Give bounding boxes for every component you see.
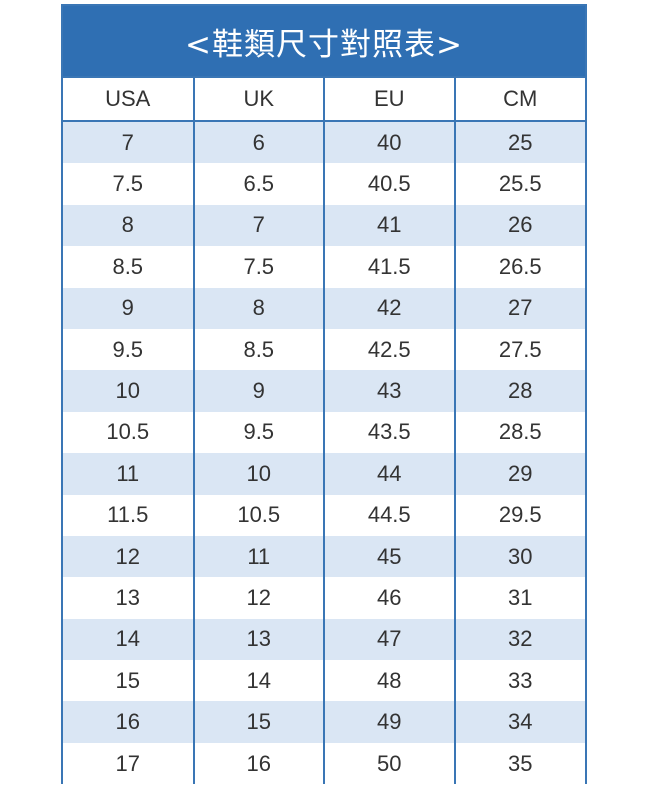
cell-eu: 42 — [323, 287, 455, 329]
table-row: 15 14 48 33 — [63, 660, 585, 702]
cell-usa: 8.5 — [63, 246, 194, 288]
cell-usa: 11.5 — [63, 494, 194, 536]
cell-uk: 6 — [192, 121, 324, 164]
cell-uk: 11 — [192, 535, 324, 578]
cell-cm: 33 — [453, 660, 585, 702]
cell-cm: 32 — [453, 618, 585, 661]
cell-uk: 7.5 — [192, 246, 324, 288]
table-row: 11.5 10.5 44.5 29.5 — [63, 494, 585, 536]
cell-cm: 28.5 — [453, 411, 585, 454]
cell-uk: 16 — [192, 742, 324, 785]
size-table: USA UK EU CM 7 6 40 25 7.5 6.5 40.5 25.5 8 7 41 26 8… — [63, 78, 585, 785]
table-row: 11 10 44 29 — [63, 453, 585, 495]
cell-cm: 27 — [453, 287, 585, 329]
header-row: USA UK EU CM — [63, 78, 585, 122]
column-header-uk: UK — [192, 78, 324, 122]
cell-usa: 7 — [63, 121, 194, 164]
cell-eu: 45 — [323, 535, 455, 578]
cell-cm: 30 — [453, 535, 585, 578]
table-row: 14 13 47 32 — [63, 618, 585, 661]
table-row: 13 12 46 31 — [63, 577, 585, 619]
cell-eu: 50 — [323, 742, 455, 785]
cell-uk: 9 — [192, 370, 324, 412]
table-row: 9.5 8.5 42.5 27.5 — [63, 328, 585, 371]
table-row: 8.5 7.5 41.5 26.5 — [63, 246, 585, 288]
cell-cm: 28 — [453, 370, 585, 412]
column-header-usa: USA — [63, 78, 194, 122]
cell-uk: 9.5 — [192, 411, 324, 454]
table-row: 10 9 43 28 — [63, 370, 585, 412]
cell-cm: 31 — [453, 577, 585, 619]
cell-usa: 8 — [63, 204, 194, 247]
table-row: 12 11 45 30 — [63, 535, 585, 578]
cell-cm: 25 — [453, 121, 585, 164]
cell-cm: 29 — [453, 453, 585, 495]
cell-uk: 6.5 — [192, 163, 324, 205]
cell-usa: 10 — [63, 370, 194, 412]
cell-eu: 47 — [323, 618, 455, 661]
table-row: 8 7 41 26 — [63, 204, 585, 247]
cell-usa: 11 — [63, 453, 194, 495]
cell-uk: 8 — [192, 287, 324, 329]
cell-cm: 25.5 — [453, 163, 585, 205]
cell-eu: 41.5 — [323, 246, 455, 288]
column-header-cm: CM — [453, 78, 585, 122]
cell-eu: 49 — [323, 701, 455, 743]
cell-usa: 9.5 — [63, 328, 194, 371]
table-body: 7 6 40 25 7.5 6.5 40.5 25.5 8 7 41 26 8.5 7.5 41.5 26.5… — [63, 121, 585, 785]
cell-cm: 26 — [453, 204, 585, 247]
cell-usa: 12 — [63, 535, 194, 578]
cell-usa: 10.5 — [63, 411, 194, 454]
cell-eu: 44 — [323, 453, 455, 495]
cell-uk: 15 — [192, 701, 324, 743]
cell-usa: 7.5 — [63, 163, 194, 205]
column-header-eu: EU — [323, 78, 455, 122]
cell-uk: 14 — [192, 660, 324, 702]
cell-eu: 46 — [323, 577, 455, 619]
cell-eu: 40.5 — [323, 163, 455, 205]
cell-usa: 13 — [63, 577, 194, 619]
cell-usa: 14 — [63, 618, 194, 661]
cell-eu: 41 — [323, 204, 455, 247]
cell-cm: 35 — [453, 742, 585, 785]
cell-cm: 34 — [453, 701, 585, 743]
size-chart: <鞋類尺寸對照表> USA UK EU CM 7 6 40 25 7.5 6.5 40.5 2… — [61, 4, 587, 785]
table-row: 7.5 6.5 40.5 25.5 — [63, 163, 585, 205]
table-row: 10.5 9.5 43.5 28.5 — [63, 411, 585, 454]
cell-eu: 44.5 — [323, 494, 455, 536]
cell-uk: 13 — [192, 618, 324, 661]
table-row: 7 6 40 25 — [63, 121, 585, 164]
cell-uk: 10.5 — [192, 494, 324, 536]
cell-eu: 48 — [323, 660, 455, 702]
chart-title: <鞋類尺寸對照表> — [63, 6, 585, 78]
cell-cm: 29.5 — [453, 494, 585, 536]
cell-eu: 43.5 — [323, 411, 455, 454]
cell-eu: 43 — [323, 370, 455, 412]
cell-usa: 16 — [63, 701, 194, 743]
cell-usa: 9 — [63, 287, 194, 329]
cell-uk: 7 — [192, 204, 324, 247]
cell-usa: 15 — [63, 660, 194, 702]
cell-usa: 17 — [63, 742, 194, 785]
cell-uk: 10 — [192, 453, 324, 495]
table-row: 9 8 42 27 — [63, 287, 585, 329]
cell-eu: 40 — [323, 121, 455, 164]
cell-uk: 12 — [192, 577, 324, 619]
cell-eu: 42.5 — [323, 328, 455, 371]
cell-cm: 26.5 — [453, 246, 585, 288]
cell-cm: 27.5 — [453, 328, 585, 371]
table-row: 17 16 50 35 — [63, 742, 585, 785]
cell-uk: 8.5 — [192, 328, 324, 371]
table-row: 16 15 49 34 — [63, 701, 585, 743]
